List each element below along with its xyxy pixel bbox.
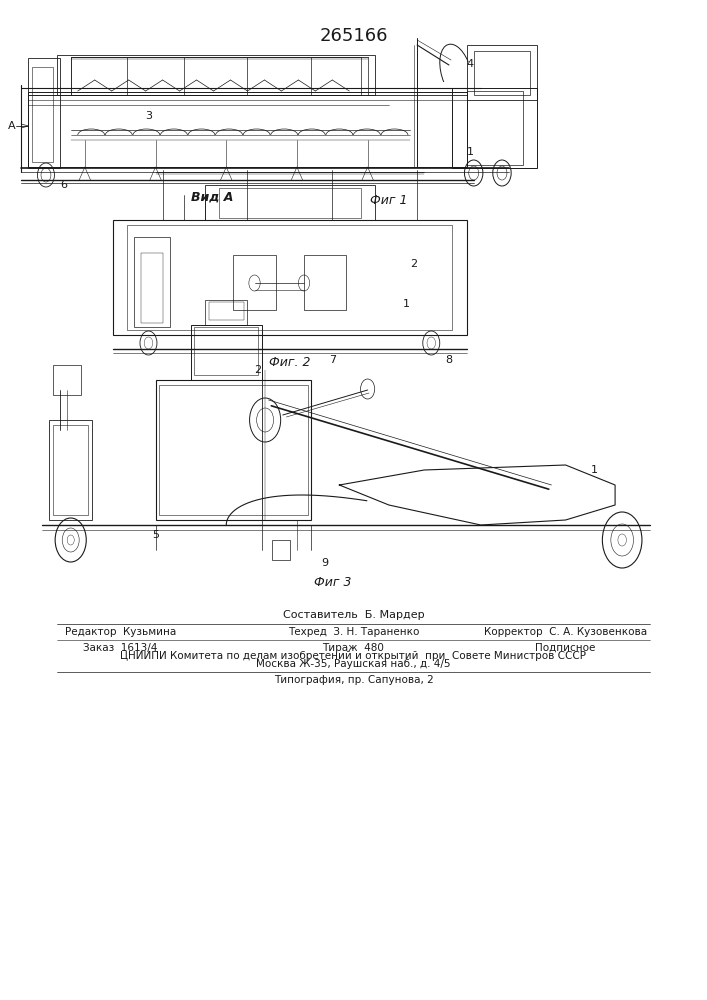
Bar (467, 91, 523, 165)
Text: Типография, пр. Сапунова, 2: Типография, пр. Сапунова, 2 (274, 675, 433, 685)
Bar (191, 325, 262, 380)
Bar (49, 420, 92, 520)
Text: Москва Ж-35, Раушская наб., д. 4/5: Москва Ж-35, Раушская наб., д. 4/5 (256, 659, 451, 669)
Bar (57, 55, 375, 95)
Bar (71, 57, 361, 95)
Bar (205, 300, 247, 325)
Bar (28, 58, 60, 168)
Bar (156, 380, 311, 520)
Bar (53, 425, 88, 515)
Bar (113, 220, 467, 335)
Text: Фиг 3: Фиг 3 (313, 576, 351, 589)
Text: 5: 5 (152, 530, 159, 540)
Text: 2: 2 (410, 259, 417, 269)
Text: Вид А: Вид А (191, 190, 233, 204)
Text: 3: 3 (145, 111, 152, 121)
Text: 4: 4 (467, 59, 474, 69)
Text: Корректор  С. А. Кузовенкова: Корректор С. А. Кузовенкова (484, 627, 647, 637)
Text: Заказ  1613/4: Заказ 1613/4 (83, 643, 158, 653)
Text: 1: 1 (467, 147, 474, 157)
Bar (272, 540, 290, 560)
Bar (127, 225, 452, 330)
Text: 1: 1 (403, 299, 410, 309)
Bar (474, 51, 530, 95)
Text: А: А (8, 121, 16, 131)
Text: 6: 6 (60, 180, 67, 190)
Text: Фиг. 2: Фиг. 2 (269, 356, 310, 368)
Bar (28, 92, 467, 167)
Bar (304, 255, 346, 310)
Bar (467, 45, 537, 100)
Text: 2: 2 (255, 365, 262, 375)
Bar (209, 302, 244, 320)
Text: Техред  З. Н. Тараненко: Техред З. Н. Тараненко (288, 627, 419, 637)
Bar (32, 67, 53, 162)
Bar (219, 188, 361, 218)
Text: 8: 8 (445, 355, 452, 365)
Text: Составитель  Б. Мардер: Составитель Б. Мардер (283, 610, 424, 620)
Text: 1: 1 (590, 465, 597, 475)
Text: 7: 7 (329, 355, 336, 365)
Text: 265166: 265166 (320, 27, 387, 45)
Text: Подписное: Подписное (535, 643, 596, 653)
Text: 9: 9 (322, 558, 329, 568)
Bar (159, 385, 308, 515)
Bar (141, 253, 163, 323)
Bar (53, 365, 81, 395)
Bar (134, 237, 170, 327)
Text: Фиг 1: Фиг 1 (370, 194, 408, 207)
Bar (194, 327, 258, 375)
Text: Редактор  Кузьмина: Редактор Кузьмина (64, 627, 176, 637)
Bar (452, 88, 537, 168)
Text: ЦНИИПИ Комитета по делам изобретений и открытий  при  Совете Министров СССР: ЦНИИПИ Комитета по делам изобретений и о… (120, 651, 587, 661)
Text: Тираж  480: Тираж 480 (322, 643, 385, 653)
Bar (233, 255, 276, 310)
Bar (205, 185, 375, 220)
